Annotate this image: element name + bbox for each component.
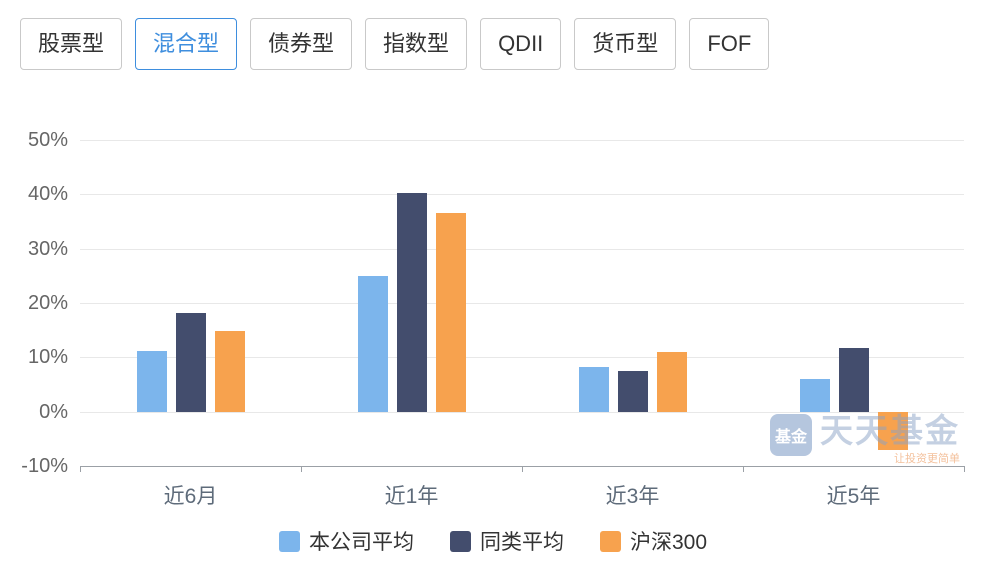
fund-type-tabs: 股票型 混合型 债券型 指数型 QDII 货币型 FOF [20,18,770,70]
bar-同类平均-近5年 [838,348,869,412]
bar-本公司平均-近1年 [357,275,388,412]
tab-index[interactable]: 指数型 [365,18,468,70]
plot-area [80,140,965,472]
legend-swatch-company-average [278,530,300,552]
y-axis-label: 30% [27,237,68,260]
bar-本公司平均-近5年 [799,378,830,412]
bar-沪深300-近6月 [214,331,245,412]
bar-沪深300-近5年 [877,411,908,450]
y-axis-label: 20% [27,292,68,314]
x-axis-tick [522,466,523,472]
bar-沪深300-近1年 [435,213,466,412]
legend-label: 沪深300 [629,531,708,554]
chart-legend: 本公司平均 同类平均 沪深300 [0,526,986,556]
x-axis-tick [80,466,81,472]
legend-label: 本公司平均 [308,531,414,554]
y-axis-label: 50% [27,129,68,151]
gridline [80,411,964,413]
gridline [80,357,964,359]
gridline [80,303,964,304]
x-axis-tick [964,466,965,472]
tab-stock[interactable]: 股票型 [20,18,123,70]
bar-同类平均-近3年 [617,370,648,412]
x-axis-label: 近5年 [826,485,881,508]
y-axis-label: 10% [27,346,68,369]
gridline [80,140,964,141]
bar-同类平均-近6月 [175,312,206,412]
tab-fof[interactable]: FOF [689,18,770,70]
x-axis-tick [743,466,744,472]
legend-item-peer-average[interactable]: 同类平均 [449,526,564,556]
legend-swatch-peer-average [449,530,471,552]
legend-item-csi300[interactable]: 沪深300 [599,526,708,556]
x-axis-tick [301,466,302,472]
x-axis-label: 近3年 [605,485,660,508]
legend-label: 同类平均 [479,531,564,554]
bar-沪深300-近3年 [656,351,687,412]
tab-mixed[interactable]: 混合型 [135,18,238,70]
y-axis-label: 40% [27,183,68,206]
gridline [80,194,964,196]
x-axis-label: 近6月 [163,485,218,508]
legend-swatch-csi300 [599,530,621,552]
y-axis-label: 0% [39,400,68,423]
y-axis-label: -10% [21,455,68,477]
x-axis-label: 近1年 [384,485,439,508]
y-axis: 50% 40% 30% 20% 10% 0% -10% [0,129,68,477]
tab-currency[interactable]: 货币型 [574,18,677,70]
bar-本公司平均-近3年 [578,366,609,412]
legend-item-company-average[interactable]: 本公司平均 [278,526,414,556]
bar-本公司平均-近6月 [136,350,167,412]
tab-bond[interactable]: 债券型 [250,18,353,70]
x-axis: 近6月 近1年 近3年 近5年 [80,480,964,510]
gridline [80,248,964,250]
tab-qdii[interactable]: QDII [480,18,562,70]
bar-同类平均-近1年 [396,192,427,412]
